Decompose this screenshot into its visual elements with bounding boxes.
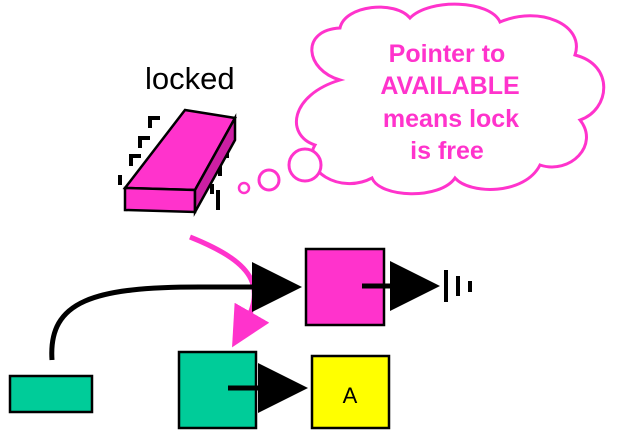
thought-text: Pointer to AVAILABLE means lock is free bbox=[380, 40, 519, 165]
bubble-line-4: is free bbox=[410, 137, 484, 165]
bubble-line-1: Pointer to bbox=[389, 40, 506, 68]
locked-label: locked bbox=[145, 61, 235, 96]
node-a bbox=[310, 354, 391, 430]
lock-pointer-arrow bbox=[189, 234, 270, 348]
head-pointer-box bbox=[8, 374, 94, 414]
head-pointer-arrow bbox=[49, 262, 302, 361]
chip-icon bbox=[118, 108, 237, 217]
null-pointer-ground-icon bbox=[444, 270, 472, 302]
thought-cloud bbox=[237, 2, 606, 196]
node-a-label: A bbox=[343, 383, 358, 408]
bubble-line-2: AVAILABLE bbox=[380, 72, 519, 100]
bubble-line-3: means lock bbox=[383, 105, 519, 133]
